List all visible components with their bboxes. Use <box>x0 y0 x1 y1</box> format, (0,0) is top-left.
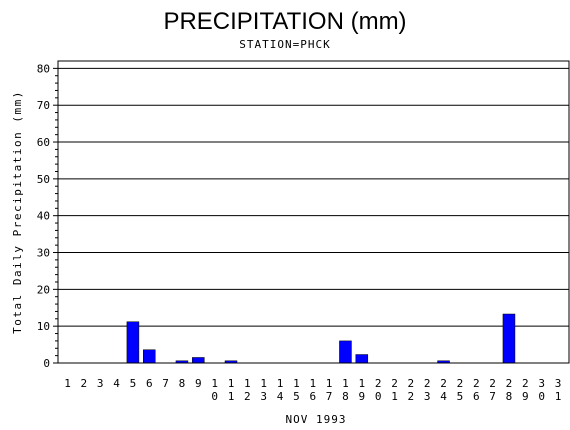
x-tick-label-day-7: 7 <box>162 377 169 390</box>
x-tick-label-day-21: 1 <box>391 390 398 403</box>
x-tick-label-day-25: 5 <box>457 390 464 403</box>
x-tick-label-day-10: 0 <box>211 390 218 403</box>
x-tick-label-day-30: 3 <box>538 377 545 390</box>
x-tick-label-day-30: 0 <box>538 390 545 403</box>
bars <box>126 313 516 364</box>
x-tick-label-day-26: 6 <box>473 390 480 403</box>
x-tick-label-day-14: 1 <box>277 377 284 390</box>
bar-day-6 <box>143 349 156 364</box>
x-tick-label-day-22: 2 <box>408 377 415 390</box>
x-tick-label-day-27: 2 <box>489 377 496 390</box>
x-tick-label-day-11: 1 <box>228 377 235 390</box>
x-tick-label-day-12: 1 <box>244 377 251 390</box>
y-axis-ticks: 0 10 20 30 40 50 60 70 80 <box>37 62 58 370</box>
x-axis-label: NOV 1993 <box>286 413 347 426</box>
bar-day-28 <box>502 313 516 364</box>
y-tick-label: 60 <box>37 136 50 149</box>
x-tick-label-day-3: 3 <box>97 377 104 390</box>
x-tick-label-day-21: 2 <box>391 377 398 390</box>
y-tick-label: 20 <box>37 283 50 296</box>
x-tick-label-day-15: 1 <box>293 377 300 390</box>
y-tick-label: 10 <box>37 320 50 333</box>
x-tick-label-day-24: 4 <box>440 390 447 403</box>
y-tick-label: 50 <box>37 173 50 186</box>
x-tick-label-day-18: 1 <box>342 377 349 390</box>
x-tick-label-day-27: 7 <box>489 390 496 403</box>
x-tick-label-day-16: 1 <box>309 377 316 390</box>
y-tick-label: 80 <box>37 62 50 75</box>
x-tick-label-day-9: 9 <box>195 377 202 390</box>
y-axis-label: Total Daily Precipitation (mm) <box>11 90 24 334</box>
x-tick-label-day-26: 2 <box>473 377 480 390</box>
x-tick-label-day-16: 6 <box>309 390 316 403</box>
chart-subtitle: STATION=PHCK <box>239 38 330 51</box>
y-tick-label: 30 <box>37 247 50 260</box>
bar-day-9 <box>192 357 205 364</box>
gridlines <box>58 67 569 327</box>
x-tick-label-day-31: 3 <box>555 377 562 390</box>
x-tick-label-day-11: 1 <box>228 390 235 403</box>
x-tick-label-day-6: 6 <box>146 377 153 390</box>
bar-day-19 <box>355 354 369 364</box>
bar-day-5 <box>126 321 140 364</box>
x-tick-label-day-19: 9 <box>358 390 365 403</box>
plot-frame <box>57 60 570 364</box>
x-axis-ticks: 1 2 3 4 5 6 7 8 9 1011121314151617181920212223242… <box>64 377 561 403</box>
x-tick-label-day-24: 2 <box>440 377 447 390</box>
x-tick-label-day-2: 2 <box>81 377 88 390</box>
x-tick-label-day-17: 7 <box>326 390 333 403</box>
x-tick-label-day-15: 5 <box>293 390 300 403</box>
x-tick-label-day-8: 8 <box>179 377 186 390</box>
x-tick-label-day-1: 1 <box>64 377 71 390</box>
x-tick-label-day-20: 2 <box>375 377 382 390</box>
x-tick-label-day-31: 1 <box>555 390 562 403</box>
x-tick-label-day-29: 2 <box>522 377 529 390</box>
x-tick-label-day-13: 3 <box>260 390 267 403</box>
x-tick-label-day-29: 9 <box>522 390 529 403</box>
x-tick-label-day-23: 3 <box>424 390 431 403</box>
x-tick-label-day-23: 2 <box>424 377 431 390</box>
x-tick-label-day-5: 5 <box>130 377 137 390</box>
x-tick-label-day-18: 8 <box>342 390 349 403</box>
chart-title: PRECIPITATION (mm) <box>163 8 406 35</box>
x-tick-label-day-4: 4 <box>113 377 120 390</box>
x-tick-label-day-14: 4 <box>277 390 284 403</box>
x-tick-label-day-28: 8 <box>506 390 513 403</box>
x-tick-label-day-20: 0 <box>375 390 382 403</box>
x-tick-label-day-17: 1 <box>326 377 333 390</box>
x-tick-label-day-25: 2 <box>457 377 464 390</box>
x-tick-label-day-28: 2 <box>506 377 513 390</box>
bar-day-18 <box>339 340 352 364</box>
y-tick-label: 40 <box>37 210 50 223</box>
x-tick-label-day-19: 1 <box>358 377 365 390</box>
y-tick-label: 70 <box>37 99 50 112</box>
x-tick-label-day-12: 2 <box>244 390 251 403</box>
x-tick-label-day-22: 2 <box>408 390 415 403</box>
x-tick-label-day-13: 1 <box>260 377 267 390</box>
x-tick-label-day-10: 1 <box>211 377 218 390</box>
y-tick-label: 0 <box>43 357 50 370</box>
